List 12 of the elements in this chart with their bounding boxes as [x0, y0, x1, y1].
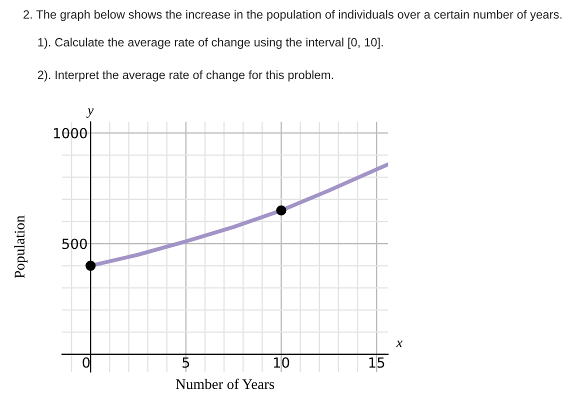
text: x [396, 340, 402, 348]
y-axis-title: Population [14, 216, 28, 278]
text: 1). Calculate the average rate of change using the interval [0, 10]. 2). Interpret the average rate of change for this problem. [38, 38, 383, 82]
x-tick-label: 5 [182, 357, 190, 368]
text: y [86, 108, 94, 118]
x-tick-label: 10 [274, 357, 290, 368]
x-tick-label: 0 [82, 357, 90, 368]
y-tick-label: 1000 [54, 128, 87, 138]
x-tick-label: 15 [369, 357, 384, 368]
y-tick-label: 500 [62, 238, 87, 250]
chart-title: 2. The graph below shows the increase in the population of individuals over a certain number of years. [24, 10, 562, 22]
x-axis-title: Number of Years [176, 378, 274, 390]
